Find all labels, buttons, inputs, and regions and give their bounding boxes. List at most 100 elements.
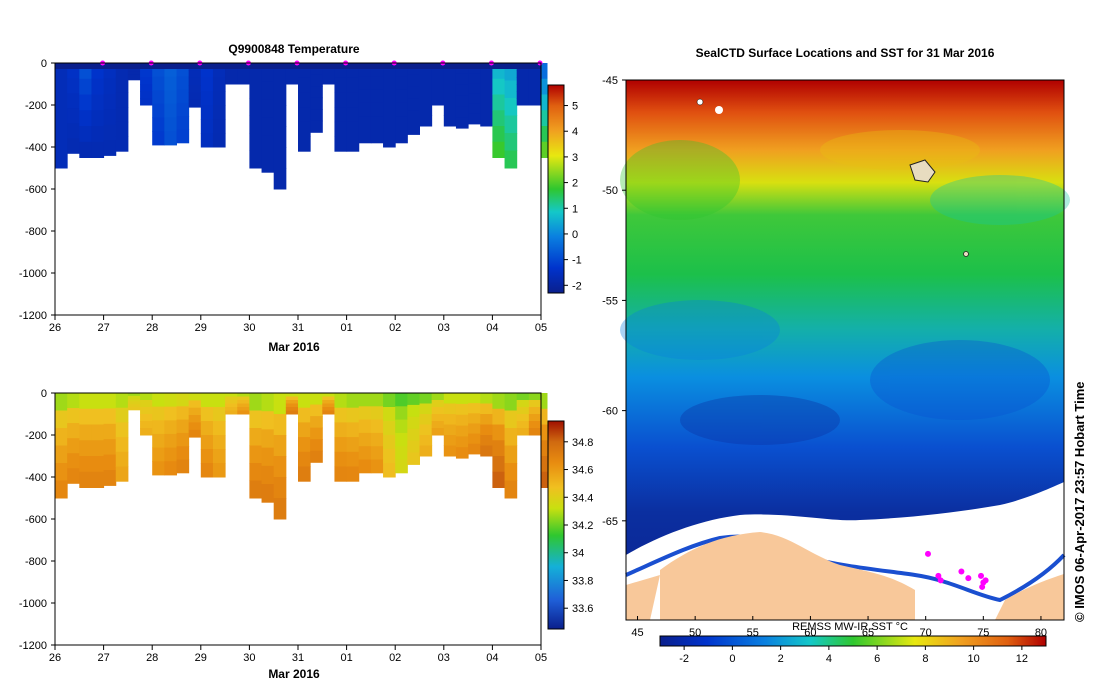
salinity-cell bbox=[516, 414, 530, 422]
temperature-cell bbox=[528, 70, 542, 78]
temperature-cell bbox=[516, 84, 530, 92]
salinity-cell bbox=[528, 407, 542, 415]
sst-colorbar-tick-label: 10 bbox=[968, 653, 980, 665]
x-tick-label: 28 bbox=[146, 322, 158, 334]
antarctica-land-edge bbox=[626, 575, 660, 620]
salinity-cell bbox=[164, 393, 177, 408]
temperature-cell bbox=[55, 115, 68, 134]
y-tick-label: 0 bbox=[41, 388, 47, 400]
temperature-cell bbox=[468, 73, 481, 84]
salinity-cell bbox=[249, 428, 263, 446]
salinity-cell bbox=[273, 393, 287, 415]
temperature-cell bbox=[188, 85, 202, 93]
temperature-cell bbox=[419, 115, 433, 127]
x-tick-label: 02 bbox=[389, 652, 401, 664]
temperature-cell bbox=[188, 92, 202, 101]
temperature-cell bbox=[419, 105, 433, 116]
salinity-cell bbox=[261, 465, 275, 485]
temperature-profiles bbox=[55, 63, 548, 190]
salinity-cell bbox=[346, 422, 360, 438]
salinity-cell bbox=[419, 435, 433, 446]
sst-colorbar-tick-label: -2 bbox=[679, 653, 689, 665]
temperature-colorbar bbox=[547, 84, 565, 294]
temperature-y-axis: 0 -200 -400 -600 -800 -1000 -1200 bbox=[19, 58, 55, 322]
sst-colorbar-tick-label: 2 bbox=[778, 653, 784, 665]
seal-location bbox=[979, 583, 986, 590]
temperature-cell bbox=[273, 126, 287, 148]
temperature-cell bbox=[358, 129, 372, 144]
temperature-cell bbox=[383, 105, 396, 120]
x-tick-label: 29 bbox=[195, 652, 207, 664]
temperature-cell bbox=[395, 76, 408, 91]
temperature-cell bbox=[334, 121, 348, 137]
temperature-cell bbox=[237, 77, 250, 81]
salinity-cell bbox=[225, 410, 238, 415]
salinity-cell bbox=[152, 447, 165, 462]
temperature-cell bbox=[115, 121, 129, 137]
temperature-cell bbox=[152, 117, 165, 132]
temperature-cell bbox=[200, 77, 214, 92]
x-tick-label: 30 bbox=[243, 322, 255, 334]
temperature-cell bbox=[310, 74, 323, 87]
temperature-cell bbox=[322, 77, 335, 81]
x-tick-label: 29 bbox=[195, 322, 207, 334]
salinity-cell bbox=[103, 454, 117, 471]
sst-colorbar-tick-label: 6 bbox=[874, 653, 880, 665]
salinity-cell bbox=[334, 451, 348, 467]
salinity-cell bbox=[127, 407, 141, 411]
temperature-cell bbox=[152, 103, 165, 119]
salinity-cell bbox=[431, 400, 445, 408]
temperature-cell bbox=[407, 110, 420, 123]
temperature-cell bbox=[176, 129, 190, 144]
y-tick-label: -400 bbox=[25, 142, 47, 154]
temperature-cell bbox=[480, 94, 493, 106]
temperature-cell bbox=[419, 94, 433, 106]
salinity-cell bbox=[115, 437, 129, 453]
heard-island bbox=[963, 251, 969, 257]
salinity-cell bbox=[152, 433, 165, 449]
temperature-cell bbox=[528, 77, 542, 85]
salinity-cell bbox=[237, 400, 250, 404]
temperature-cell bbox=[212, 119, 226, 134]
salinity-cell bbox=[310, 393, 323, 406]
salinity-cell bbox=[55, 428, 68, 446]
salinity-cell bbox=[91, 456, 105, 473]
salinity-cell bbox=[395, 446, 408, 460]
lat-tick-label: -60 bbox=[602, 406, 618, 418]
temperature-cell bbox=[528, 84, 542, 92]
temperature-cell bbox=[115, 136, 129, 152]
seal-location bbox=[937, 577, 944, 584]
salinity-cell bbox=[79, 424, 92, 441]
salinity-cell bbox=[140, 400, 153, 408]
salinity-cell bbox=[164, 461, 177, 476]
temperature-cell bbox=[103, 78, 117, 95]
temperature-cell bbox=[67, 93, 80, 109]
salinity-cell bbox=[443, 403, 457, 415]
temperature-cell bbox=[55, 98, 68, 116]
salinity-cell bbox=[140, 428, 153, 436]
temperature-cell bbox=[200, 133, 214, 148]
temperature-cell bbox=[358, 102, 372, 117]
temperature-cell bbox=[298, 121, 311, 137]
temperature-cell bbox=[188, 70, 202, 79]
salinity-cell bbox=[395, 432, 408, 447]
salinity-cell bbox=[200, 449, 214, 464]
salinity-cell bbox=[91, 408, 105, 425]
lat-tick-label: -45 bbox=[602, 75, 618, 87]
salinity-cell bbox=[480, 435, 493, 446]
salinity-cell bbox=[480, 424, 493, 436]
salinity-cell bbox=[468, 393, 481, 404]
temperature-cell bbox=[273, 147, 287, 169]
temperature-cell bbox=[285, 80, 299, 85]
salinity-cell bbox=[298, 407, 311, 423]
salinity-cell bbox=[395, 459, 408, 474]
salinity-cell bbox=[492, 456, 506, 473]
salinity-cell bbox=[419, 445, 433, 457]
temperature-cell bbox=[443, 84, 457, 95]
salinity-cell bbox=[455, 436, 469, 448]
salinity-cell bbox=[492, 408, 506, 425]
salinity-cell bbox=[55, 445, 68, 464]
salinity-cell bbox=[395, 406, 408, 421]
salinity-cell bbox=[322, 396, 335, 401]
salinity-cell bbox=[55, 393, 68, 411]
